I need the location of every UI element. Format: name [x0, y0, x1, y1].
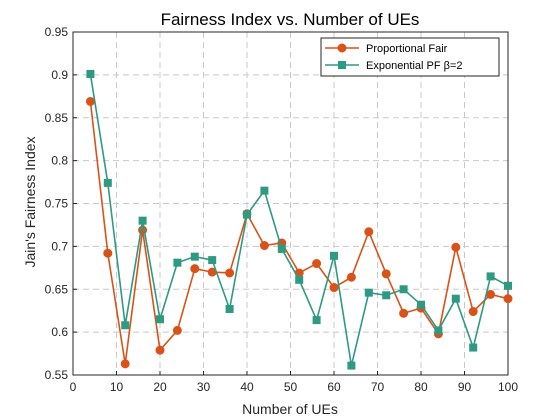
- legend-marker-exponential-pf: [338, 61, 346, 69]
- y-tick-label: 0.7: [51, 239, 68, 253]
- data-point-proportional-fair: [381, 269, 391, 279]
- data-point-exponential-pf: [347, 361, 356, 370]
- legend-box: [320, 37, 500, 77]
- x-tick-label: 20: [153, 380, 167, 394]
- data-point-exponential-pf: [451, 294, 460, 303]
- data-point-proportional-fair: [120, 359, 130, 369]
- data-point-exponential-pf: [173, 258, 182, 267]
- x-tick-label: 50: [284, 380, 298, 394]
- data-point-exponential-pf: [225, 304, 234, 313]
- data-point-exponential-pf: [417, 300, 425, 309]
- data-point-proportional-fair: [172, 325, 182, 335]
- x-axis-label: Number of UEs: [242, 401, 338, 417]
- data-point-exponential-pf: [121, 321, 130, 330]
- x-tick-label: 80: [414, 380, 428, 394]
- x-tick-label: 40: [240, 380, 254, 394]
- x-tick-label: 100: [498, 380, 518, 394]
- data-point-proportional-fair: [503, 294, 513, 304]
- data-point-exponential-pf: [382, 291, 391, 300]
- data-point-exponential-pf: [434, 326, 443, 335]
- data-point-proportional-fair: [468, 307, 478, 317]
- data-point-exponential-pf: [208, 256, 217, 265]
- data-point-proportional-fair: [225, 268, 235, 278]
- data-point-proportional-fair: [486, 289, 496, 299]
- data-point-exponential-pf: [364, 288, 373, 297]
- y-tick-label: 0.85: [45, 111, 69, 125]
- y-tick-label: 0.8: [51, 154, 68, 168]
- data-point-exponential-pf: [243, 210, 251, 219]
- x-tick-label: 90: [458, 380, 472, 394]
- x-tick-label: 70: [371, 380, 385, 394]
- x-tick-label: 30: [197, 380, 211, 394]
- data-point-exponential-pf: [399, 285, 408, 294]
- data-point-proportional-fair: [312, 259, 322, 269]
- data-point-exponential-pf: [103, 178, 112, 187]
- chart-title: Fairness Index vs. Number of UEs: [161, 10, 420, 29]
- ticks: 0 10 20 30 40 50 60 70 80 90 100 0.55 0.6 0.65 0.7 0.75…: [45, 25, 519, 394]
- data-point-exponential-pf: [486, 272, 495, 281]
- x-tick-label: 10: [110, 380, 124, 394]
- data-point-exponential-pf: [295, 275, 304, 284]
- y-tick-label: 0.9: [51, 68, 68, 82]
- data-point-exponential-pf: [330, 251, 338, 260]
- data-point-proportional-fair: [155, 345, 165, 355]
- data-point-exponential-pf: [277, 244, 286, 253]
- y-tick-label: 0.55: [45, 368, 69, 382]
- y-tick-label: 0.65: [45, 282, 69, 296]
- x-tick-label: 60: [327, 380, 341, 394]
- data-point-exponential-pf: [156, 315, 164, 324]
- data-point-proportional-fair: [346, 272, 356, 282]
- data-point-exponential-pf: [138, 216, 147, 225]
- legend-marker-proportional-fair: [337, 43, 347, 53]
- data-point-proportional-fair: [399, 308, 409, 318]
- y-tick-label: 0.75: [45, 197, 69, 211]
- data-point-proportional-fair: [190, 264, 200, 274]
- y-axis-label: Jain's Fairness Index: [22, 136, 38, 267]
- y-tick-label: 0.95: [45, 25, 69, 39]
- data-point-exponential-pf: [469, 343, 478, 352]
- legend-label-exponential-pf: Exponential PF β=2: [366, 60, 463, 72]
- data-point-proportional-fair: [85, 96, 95, 106]
- data-point-proportional-fair: [103, 248, 113, 258]
- data-point-exponential-pf: [504, 281, 512, 290]
- data-point-exponential-pf: [86, 70, 95, 79]
- data-point-proportional-fair: [259, 241, 269, 251]
- x-tick-label: 0: [70, 380, 77, 394]
- data-point-exponential-pf: [260, 186, 269, 195]
- data-point-exponential-pf: [190, 252, 199, 261]
- series-layer: [85, 70, 513, 370]
- y-tick-label: 0.6: [51, 325, 68, 339]
- legend-label-proportional-fair: Proportional Fair: [366, 43, 448, 55]
- data-point-proportional-fair: [451, 242, 461, 252]
- data-point-exponential-pf: [312, 316, 321, 325]
- legend: Proportional Fair Exponential PF β=2: [320, 37, 500, 77]
- data-point-proportional-fair: [329, 283, 339, 293]
- data-point-proportional-fair: [364, 227, 374, 237]
